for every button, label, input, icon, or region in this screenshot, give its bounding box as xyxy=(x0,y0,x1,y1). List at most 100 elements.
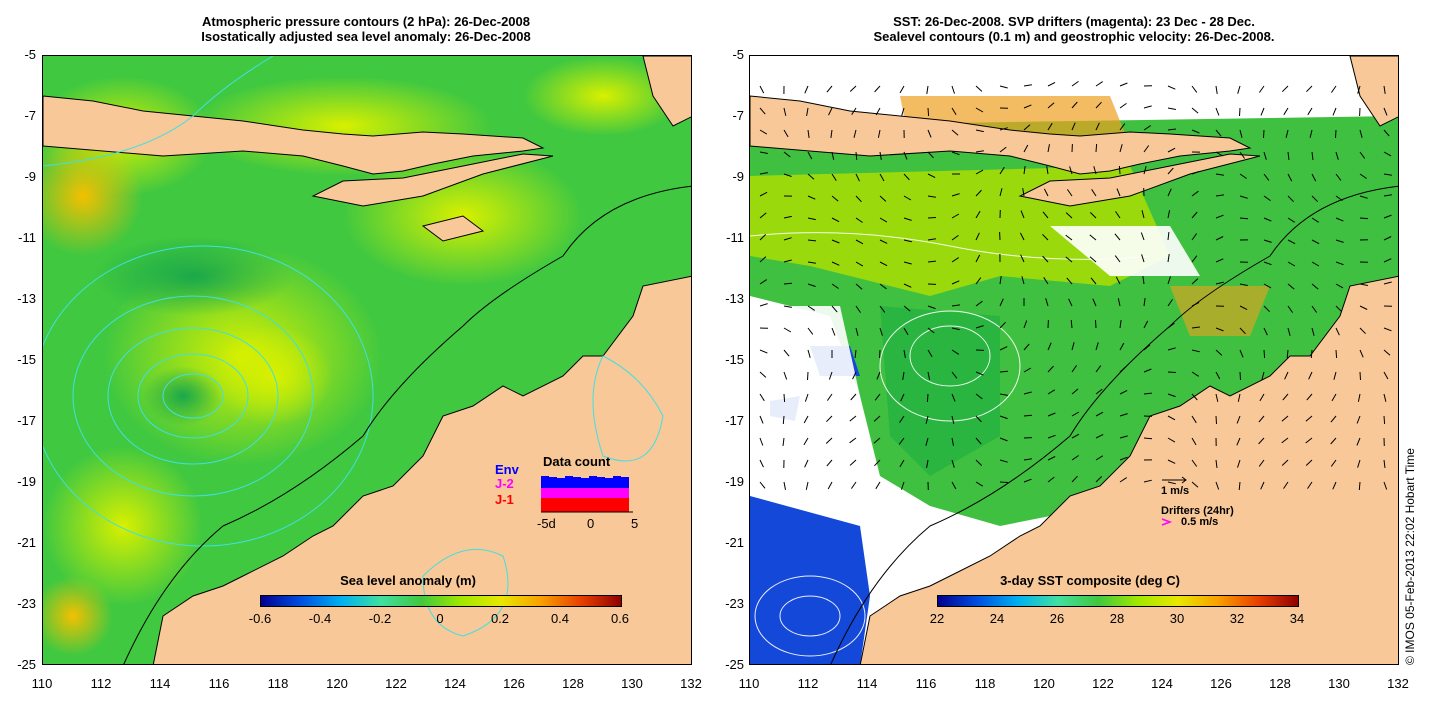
velocity-arrow xyxy=(999,393,1008,396)
velocity-arrow xyxy=(826,415,833,423)
velocity-arrow xyxy=(1215,85,1218,94)
inset-bar-segment xyxy=(589,498,597,512)
velocity-arrow xyxy=(951,280,960,285)
velocity-arrow xyxy=(1359,371,1361,381)
velocity-arrow xyxy=(1119,102,1127,109)
velocity-arrow xyxy=(999,481,1009,483)
velocity-arrow xyxy=(1020,254,1025,263)
velocity-arrow xyxy=(1383,173,1392,176)
velocity-arrow xyxy=(1090,277,1097,285)
velocity-arrow xyxy=(927,107,930,117)
velocity-arrow xyxy=(903,261,912,265)
velocity-arrow xyxy=(874,393,881,401)
velocity-arrow xyxy=(807,151,813,160)
velocity-arrow xyxy=(1383,214,1392,219)
velocity-arrow xyxy=(951,234,959,241)
velocity-arrow xyxy=(876,371,881,380)
velocity-arrow xyxy=(975,85,983,92)
velocity-arrow xyxy=(807,261,816,264)
velocity-arrow xyxy=(1283,107,1289,116)
velocity-arrow xyxy=(854,349,857,358)
velocity-arrow xyxy=(1383,327,1392,332)
velocity-arrow xyxy=(1042,233,1049,241)
inset-bar-segment xyxy=(605,478,613,488)
velocity-arrow xyxy=(1258,85,1265,93)
velocity-arrow xyxy=(1068,298,1073,307)
velocity-arrow xyxy=(900,481,905,490)
velocity-arrow xyxy=(849,437,857,444)
inset-bar-segment xyxy=(549,477,557,488)
velocity-arrow xyxy=(873,437,881,444)
velocity-arrow xyxy=(1356,415,1361,424)
velocity-arrow xyxy=(1359,305,1368,310)
velocity-arrow xyxy=(783,237,792,241)
inset-xtick-5: 5 xyxy=(631,516,639,531)
velocity-arrow xyxy=(899,85,905,94)
velocity-arrow xyxy=(1357,85,1361,94)
velocity-arrow xyxy=(1191,371,1199,377)
velocity-arrow xyxy=(1311,327,1315,336)
velocity-arrow xyxy=(807,371,809,381)
velocity-arrow xyxy=(1065,256,1073,263)
velocity-arrow xyxy=(975,481,984,487)
velocity-arrow xyxy=(1258,437,1265,445)
velocity-arrow xyxy=(1332,107,1337,116)
velocity-arrow xyxy=(903,327,909,336)
velocity-arrow xyxy=(827,481,833,490)
velocity-arrow xyxy=(807,349,811,358)
velocity-arrow xyxy=(1333,371,1337,380)
velocity-arrow xyxy=(975,459,983,466)
velocity-arrow xyxy=(1335,305,1343,313)
velocity-arrow xyxy=(825,437,833,444)
velocity-arrow xyxy=(1065,234,1073,241)
velocity-arrow xyxy=(999,276,1002,285)
velocity-arrow xyxy=(1191,233,1198,241)
velocity-arrow xyxy=(1047,122,1053,131)
velocity-arrow xyxy=(1119,123,1126,131)
velocity-arrow xyxy=(899,415,905,423)
velocity-arrow xyxy=(951,415,955,424)
velocity-arrow xyxy=(1047,476,1055,483)
velocity-arrow xyxy=(1047,389,1056,395)
velocity-arrow xyxy=(903,239,912,243)
velocity-arrow xyxy=(951,151,960,156)
velocity-arrow xyxy=(807,173,815,180)
velocity-arrow xyxy=(999,85,1008,89)
velocity-arrow xyxy=(1043,277,1049,285)
velocity-arrow xyxy=(1191,211,1198,219)
velocity-arrow xyxy=(1359,217,1369,220)
velocity-arrow xyxy=(1287,151,1290,160)
velocity-arrow xyxy=(1191,415,1197,424)
velocity-arrow xyxy=(1330,437,1337,445)
colorbar-tick: 0.4 xyxy=(550,611,570,626)
inset-bar-segment xyxy=(597,498,605,512)
velocity-arrow xyxy=(1335,129,1337,139)
velocity-arrow xyxy=(1239,217,1249,220)
velocity-arrow xyxy=(1287,283,1295,290)
velocity-arrow xyxy=(1095,143,1098,153)
velocity-arrow xyxy=(1047,434,1056,439)
velocity-arrow xyxy=(1263,129,1265,139)
velocity-arrow xyxy=(807,195,816,200)
velocity-arrow xyxy=(1191,301,1200,307)
velocity-arrow xyxy=(874,459,881,467)
velocity-arrow xyxy=(1215,349,1223,356)
x-tick-right: 128 xyxy=(1269,676,1291,691)
velocity-arrow xyxy=(879,151,882,160)
velocity-arrow xyxy=(826,459,833,467)
velocity-arrow xyxy=(1119,82,1128,87)
velocity-arrow xyxy=(1307,481,1313,489)
sla-colorbar xyxy=(260,595,622,607)
velocity-arrow xyxy=(1260,107,1265,116)
velocity-arrow xyxy=(1167,371,1177,373)
legend-j1: J-1 xyxy=(495,492,514,507)
inset-bar-segment xyxy=(541,498,549,512)
inset-bar-segment xyxy=(589,488,597,498)
velocity-arrow xyxy=(783,173,792,177)
velocity-arrow xyxy=(999,321,1006,329)
velocity-arrow xyxy=(1143,166,1147,175)
y-tick-l: -15 xyxy=(17,352,36,367)
velocity-arrow xyxy=(1071,475,1078,483)
velocity-arrow xyxy=(1167,85,1176,90)
velocity-arrow xyxy=(1114,233,1121,241)
